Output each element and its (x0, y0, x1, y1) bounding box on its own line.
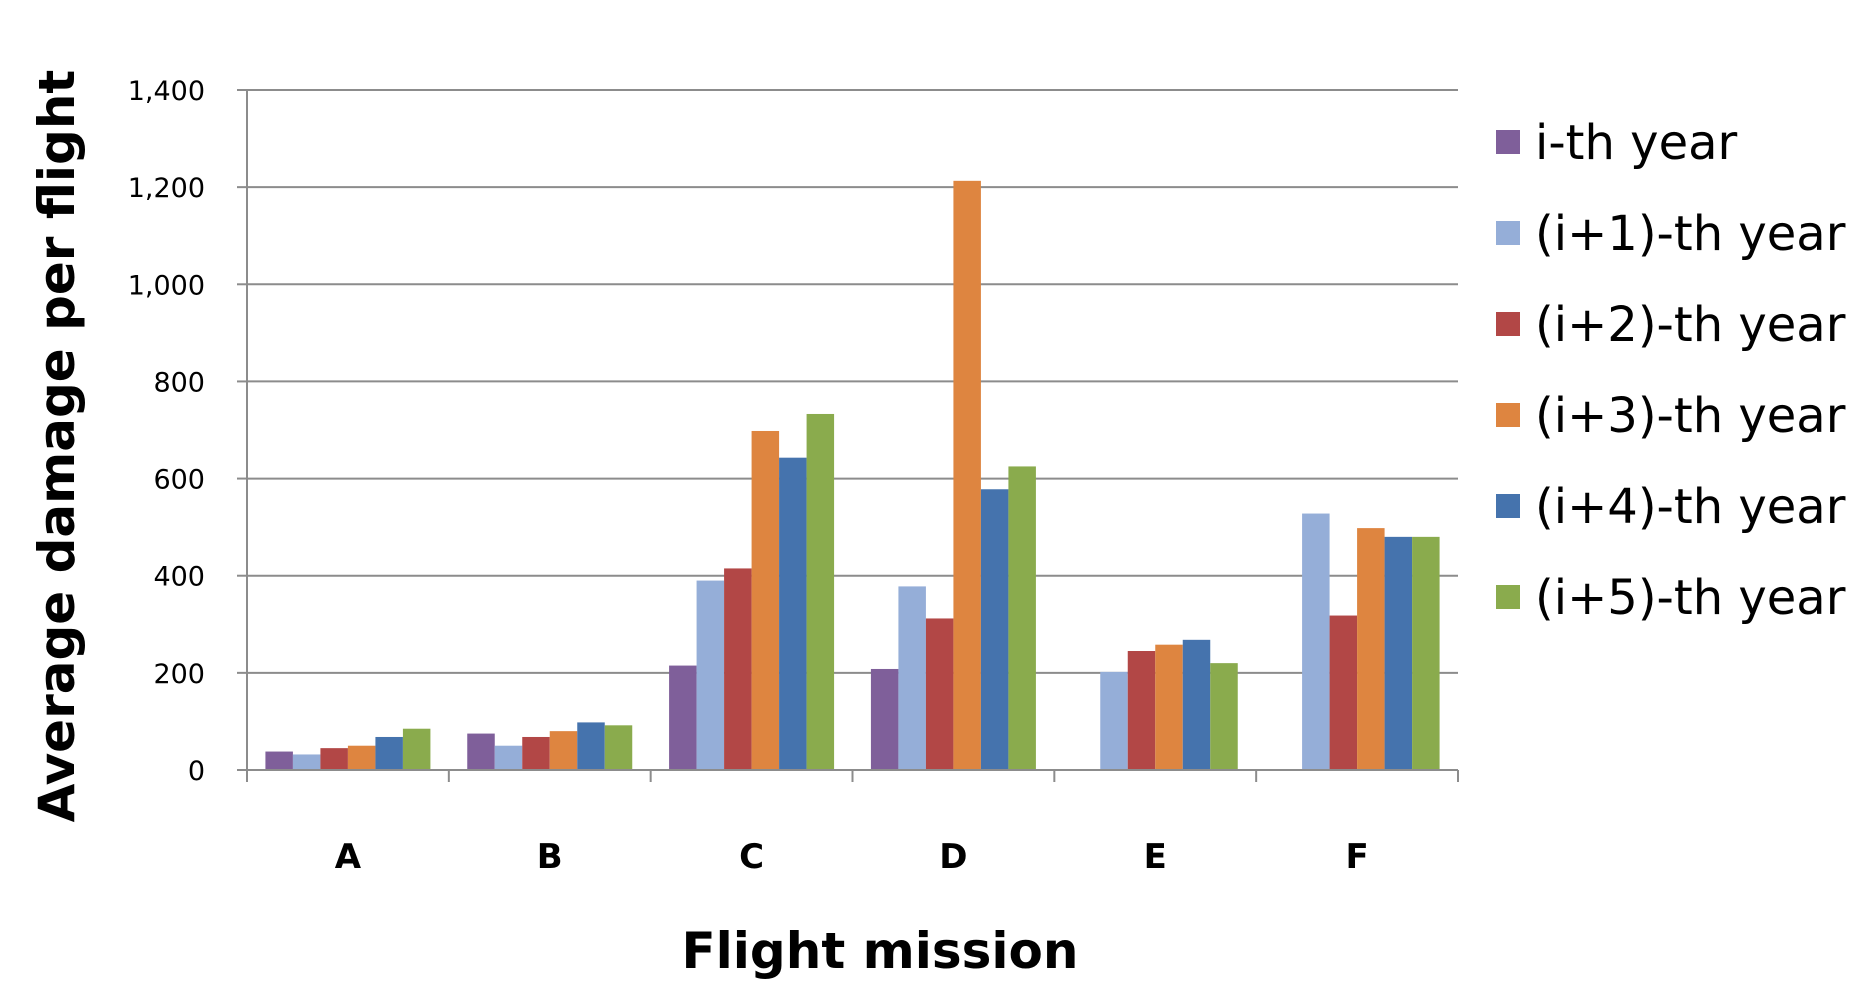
bar (1412, 536, 1440, 770)
legend-label: (i+5)-th year (1535, 570, 1846, 626)
y-tick-label: 600 (153, 465, 205, 496)
x-category-label: A (335, 837, 362, 877)
y-tick-label: 800 (153, 367, 205, 398)
legend-swatch (1496, 585, 1520, 609)
bar (522, 736, 550, 770)
y-tick-label: 1,000 (128, 270, 205, 301)
y-tick-label: 0 (188, 756, 205, 787)
x-category-label: B (537, 837, 563, 877)
bar (953, 180, 981, 771)
bar (320, 748, 348, 770)
bar (1357, 528, 1385, 770)
legend-swatch (1496, 130, 1520, 154)
bar (604, 725, 633, 770)
legend-label: (i+4)-th year (1535, 479, 1846, 535)
bar (1210, 663, 1238, 770)
bar (1127, 651, 1156, 770)
x-axis-title: Flight mission (682, 922, 1079, 980)
legend-swatch (1496, 312, 1520, 336)
y-tick-label: 1,400 (128, 76, 205, 107)
x-category-label: D (939, 837, 967, 877)
bars (265, 180, 1440, 771)
bar (1182, 639, 1211, 770)
y-axis-ticks: 0 200 400 600 800 1,000 1,200 1,400 (128, 76, 247, 787)
legend: i-th year (i+1)-th year (i+2)-th year (i+3)… (1496, 115, 1846, 626)
legend-swatch (1496, 494, 1520, 518)
legend-swatch (1496, 403, 1520, 427)
bar (375, 736, 403, 770)
bar (1155, 644, 1183, 770)
bar (696, 580, 725, 770)
legend-label: (i+3)-th year (1535, 388, 1846, 444)
bar (870, 668, 899, 770)
x-axis-ticks: A B C D E F (246, 770, 1459, 877)
bar (1302, 513, 1330, 770)
bar (925, 618, 954, 770)
axes (246, 90, 1458, 771)
bar (347, 745, 376, 770)
y-axis-title: Average damage per flight (28, 70, 86, 823)
x-category-label: C (739, 837, 764, 877)
y-tick-label: 200 (153, 659, 205, 690)
bar (292, 754, 321, 770)
bar (265, 751, 293, 770)
bar (751, 430, 780, 770)
bar (898, 586, 926, 770)
bar (1100, 671, 1128, 770)
bar (669, 665, 697, 770)
bar (494, 745, 523, 770)
legend-label: (i+2)-th year (1535, 297, 1846, 353)
bar (1384, 536, 1413, 770)
bar (1329, 615, 1358, 770)
x-category-label: E (1144, 837, 1167, 877)
bar (549, 731, 578, 770)
legend-swatch (1496, 221, 1520, 245)
legend-label: (i+1)-th year (1535, 206, 1846, 262)
x-category-label: F (1345, 837, 1368, 877)
legend-label: i-th year (1535, 115, 1738, 171)
y-tick-label: 400 (153, 562, 205, 593)
gridlines (247, 89, 1458, 674)
y-tick-label: 1,200 (128, 173, 205, 204)
bar (806, 413, 835, 770)
bar (402, 728, 431, 770)
bar (724, 568, 752, 770)
bar (980, 489, 1009, 770)
bar (1008, 466, 1036, 770)
bar (577, 722, 605, 770)
bar (779, 457, 807, 770)
bar (467, 733, 495, 770)
